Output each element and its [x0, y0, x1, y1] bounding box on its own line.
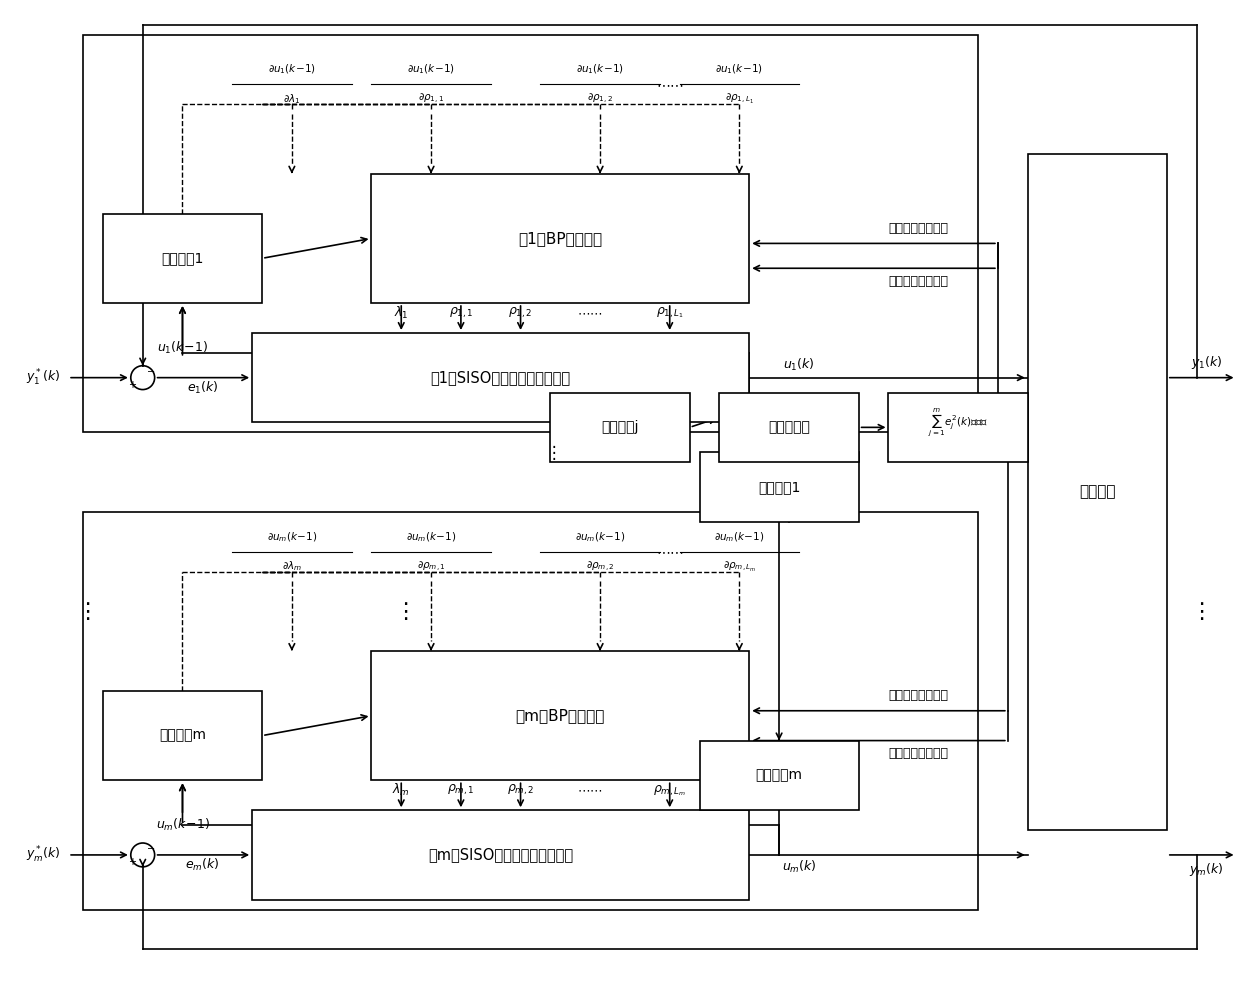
Text: $\partial u_m(k\!-\!1)$: $\partial u_m(k\!-\!1)$ [714, 530, 765, 544]
Text: $\vdots$: $\vdots$ [394, 600, 408, 623]
Text: $\partial u_m(k\!-\!1)$: $\partial u_m(k\!-\!1)$ [405, 530, 456, 544]
Text: $\partial\rho_{m,1}$: $\partial\rho_{m,1}$ [417, 560, 445, 573]
Text: 更新隐含层权系数: 更新隐含层权系数 [888, 689, 949, 702]
FancyBboxPatch shape [719, 393, 858, 463]
Text: $\partial\rho_{m,2}$: $\partial\rho_{m,2}$ [585, 560, 614, 573]
Text: $y_1(k)$: $y_1(k)$ [1190, 355, 1223, 371]
Text: 更新输出层权系数: 更新输出层权系数 [888, 747, 949, 760]
Text: $+$: $+$ [128, 856, 138, 867]
Text: $\partial\rho_{1,1}$: $\partial\rho_{1,1}$ [418, 92, 444, 106]
FancyBboxPatch shape [103, 213, 262, 303]
Text: $\partial u_m(k\!-\!1)$: $\partial u_m(k\!-\!1)$ [575, 530, 625, 544]
FancyBboxPatch shape [551, 393, 689, 463]
Text: 第1个BP神经网络: 第1个BP神经网络 [518, 231, 603, 246]
Text: $\partial\lambda_m$: $\partial\lambda_m$ [281, 560, 301, 573]
Text: $\partial u_1(k\!-\!1)$: $\partial u_1(k\!-\!1)$ [268, 63, 316, 77]
Text: $\sum_{j=1}^{m}e_j^2(k)$最小化: $\sum_{j=1}^{m}e_j^2(k)$最小化 [928, 407, 988, 439]
Text: 被控对象: 被控对象 [1079, 484, 1116, 500]
Text: 梯度信息集: 梯度信息集 [768, 420, 810, 434]
Text: $\rho_{1,1}$: $\rho_{1,1}$ [449, 306, 474, 320]
Text: $y_1^*(k)$: $y_1^*(k)$ [26, 367, 61, 388]
Text: 更新输出层权系数: 更新输出层权系数 [888, 275, 949, 288]
Text: $-$: $-$ [146, 842, 155, 852]
Text: $+$: $+$ [128, 379, 138, 390]
Text: 偏导信息m: 偏导信息m [159, 729, 206, 742]
Text: $\rho_{m,2}$: $\rho_{m,2}$ [507, 784, 534, 797]
Text: 第m个BP神经网络: 第m个BP神经网络 [516, 708, 605, 723]
Text: 第m个SISO偏格式无模型控制器: 第m个SISO偏格式无模型控制器 [428, 847, 573, 862]
Text: $\vdots$: $\vdots$ [1189, 600, 1204, 623]
Text: $\partial\rho_{1,2}$: $\partial\rho_{1,2}$ [587, 92, 614, 106]
FancyBboxPatch shape [889, 393, 1028, 463]
Text: $\vdots$: $\vdots$ [76, 600, 91, 623]
Text: $\partial u_1(k\!-\!1)$: $\partial u_1(k\!-\!1)$ [715, 63, 764, 77]
Text: $u_m(k\!-\!1)$: $u_m(k\!-\!1)$ [155, 817, 210, 833]
FancyBboxPatch shape [252, 333, 749, 422]
Text: $y_m^*(k)$: $y_m^*(k)$ [26, 845, 61, 865]
Text: $u_1(k)$: $u_1(k)$ [784, 356, 815, 373]
FancyBboxPatch shape [372, 174, 749, 303]
Text: $u_1(k\!-\!1)$: $u_1(k\!-\!1)$ [157, 340, 208, 355]
Text: $u_m(k)$: $u_m(k)$ [781, 859, 816, 875]
FancyBboxPatch shape [372, 651, 749, 781]
FancyBboxPatch shape [103, 691, 262, 781]
Text: $e_m(k)$: $e_m(k)$ [185, 857, 219, 873]
Text: $\cdots\cdots$: $\cdots\cdots$ [578, 784, 603, 796]
Text: $e_1(k)$: $e_1(k)$ [186, 379, 218, 396]
FancyBboxPatch shape [1028, 154, 1167, 830]
Text: $\lambda_m$: $\lambda_m$ [392, 783, 410, 798]
Text: $\cdots\cdots$: $\cdots\cdots$ [578, 306, 603, 319]
FancyBboxPatch shape [699, 740, 858, 810]
Text: $\partial u_1(k\!-\!1)$: $\partial u_1(k\!-\!1)$ [407, 63, 455, 77]
Text: $\rho_{m,L_m}$: $\rho_{m,L_m}$ [653, 783, 687, 797]
Text: $\lambda_1$: $\lambda_1$ [394, 305, 409, 321]
Text: 偏导信息1: 偏导信息1 [161, 251, 203, 265]
Text: $\vdots$: $\vdots$ [544, 443, 556, 462]
Text: $\partial u_m(k\!-\!1)$: $\partial u_m(k\!-\!1)$ [267, 530, 317, 544]
Text: $-$: $-$ [146, 364, 155, 375]
Text: $\partial\rho_{1,L_1}$: $\partial\rho_{1,L_1}$ [724, 92, 754, 106]
Text: $\rho_{1,L_1}$: $\rho_{1,L_1}$ [656, 305, 683, 320]
Text: $y_m(k)$: $y_m(k)$ [1189, 861, 1224, 878]
Text: $\partial\lambda_1$: $\partial\lambda_1$ [283, 92, 300, 106]
Text: $\rho_{m,1}$: $\rho_{m,1}$ [448, 784, 475, 797]
FancyBboxPatch shape [699, 453, 858, 521]
Text: $\rho_{1,2}$: $\rho_{1,2}$ [508, 306, 533, 320]
Text: $\cdots\cdots$: $\cdots\cdots$ [656, 78, 683, 91]
Text: $\cdots\cdots$: $\cdots\cdots$ [656, 545, 683, 559]
Text: 更新隐含层权系数: 更新隐含层权系数 [888, 222, 949, 235]
Text: 梯度信息m: 梯度信息m [755, 768, 802, 783]
Text: 梯度信息j: 梯度信息j [601, 420, 639, 434]
Text: 第1个SISO偏格式无模型控制器: 第1个SISO偏格式无模型控制器 [430, 370, 570, 385]
Text: 梯度信息1: 梯度信息1 [758, 480, 800, 494]
Text: $\partial\rho_{m,L_m}$: $\partial\rho_{m,L_m}$ [723, 560, 756, 573]
Text: $\partial u_1(k\!-\!1)$: $\partial u_1(k\!-\!1)$ [577, 63, 624, 77]
FancyBboxPatch shape [252, 810, 749, 900]
